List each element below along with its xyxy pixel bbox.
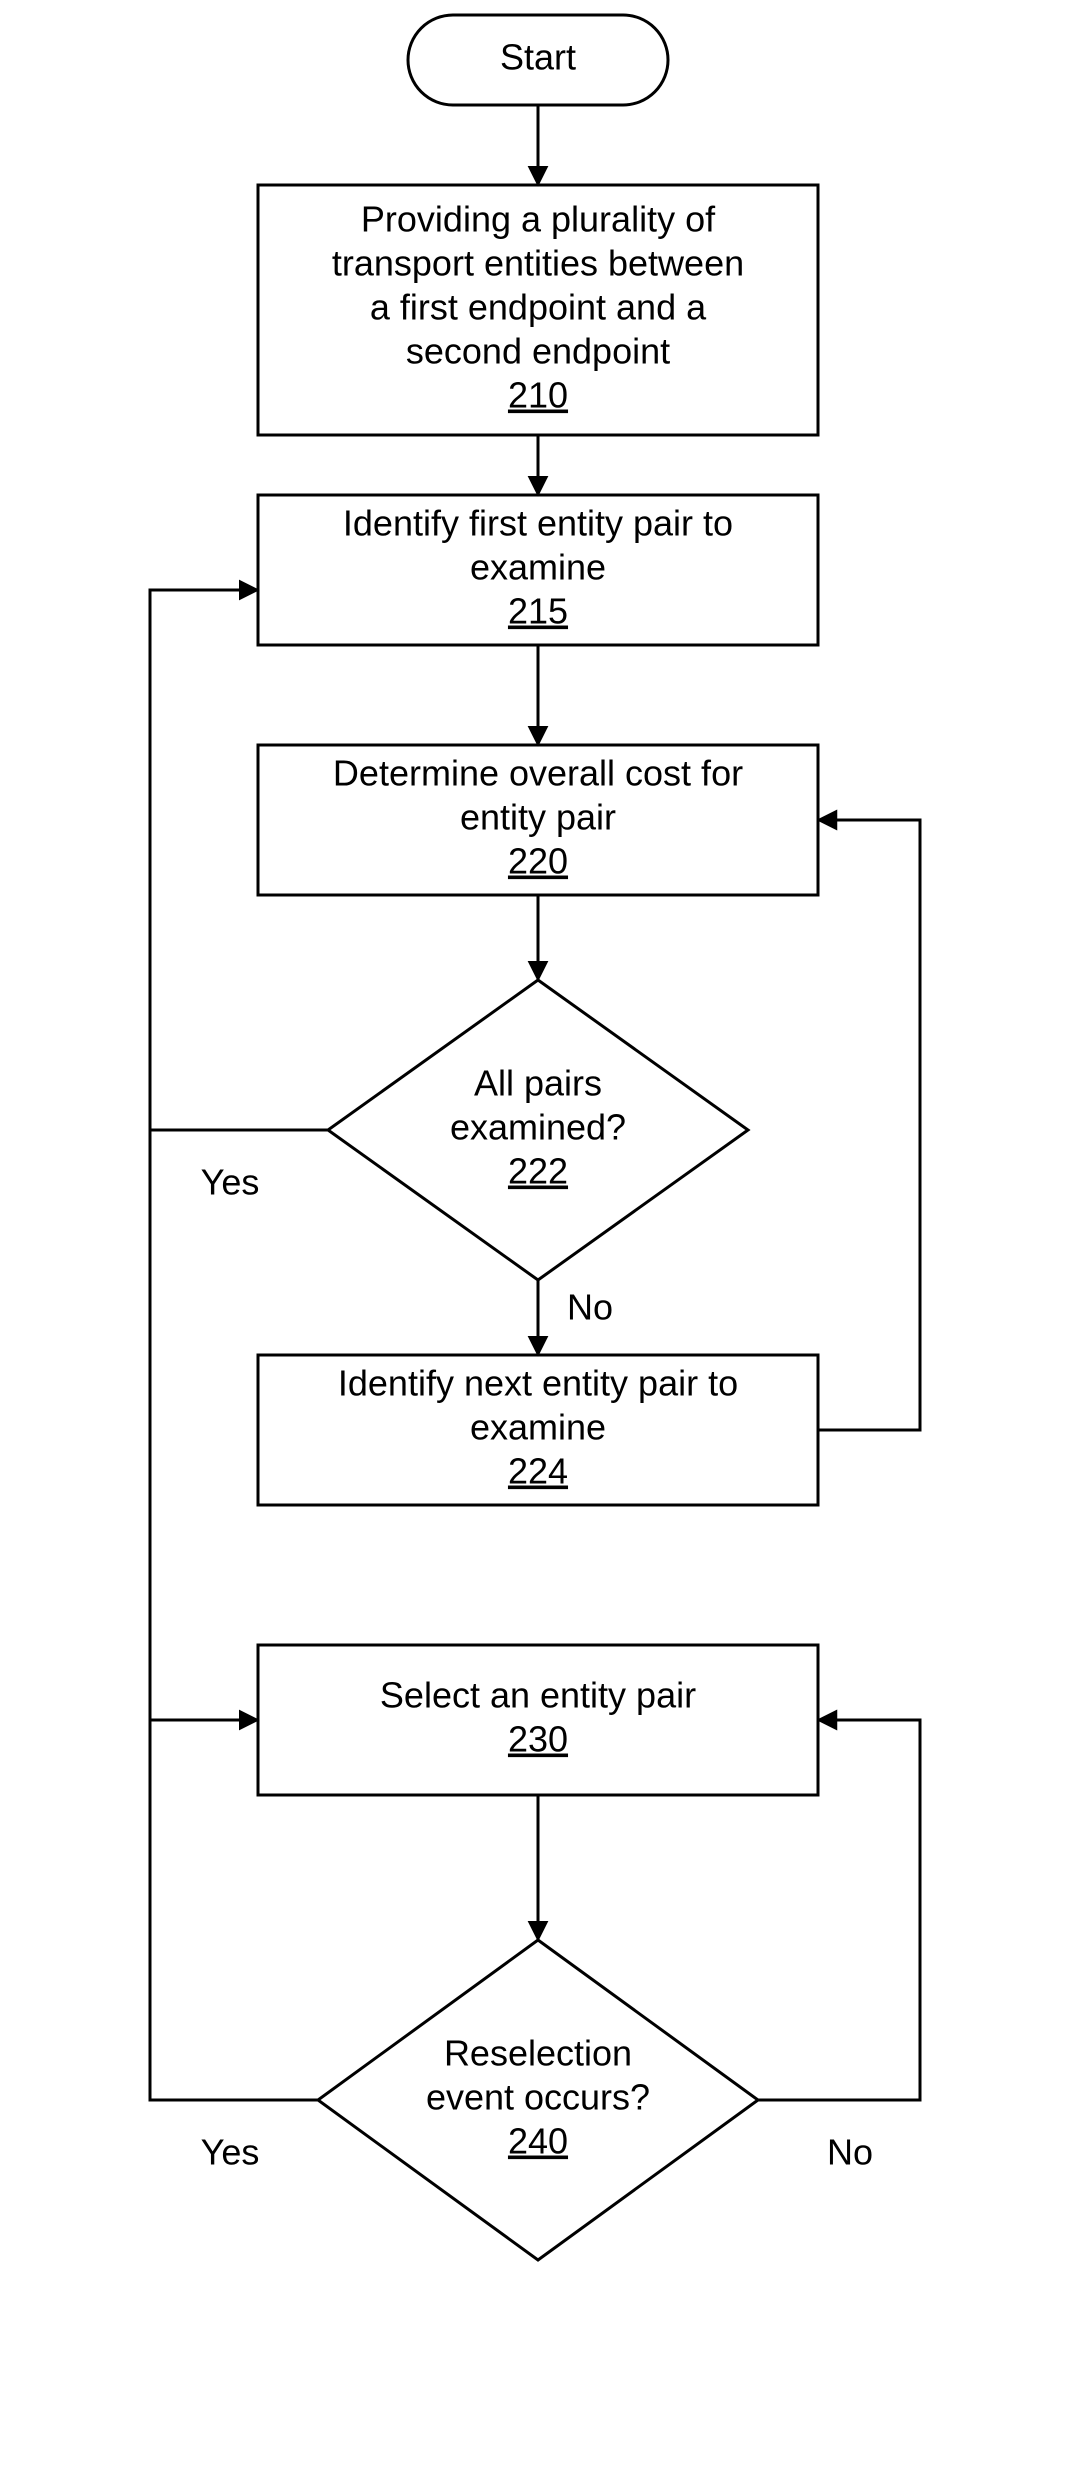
svg-text:transport entities between: transport entities between [332,243,744,284]
svg-text:examine: examine [470,547,606,588]
svg-text:examined?: examined? [450,1107,626,1148]
edge-label-n240yes: Yes [201,2132,260,2173]
node-n215: Identify first entity pair toexamine215 [258,495,818,645]
flowchart-canvas: Start Providing a plurality oftransport e… [0,0,1077,2488]
node-n230: Select an entity pair230 [258,1645,818,1795]
edge-n224loop [818,820,920,1430]
svg-text:215: 215 [508,591,568,632]
svg-text:Start: Start [500,37,576,78]
node-start: Start [408,15,668,105]
svg-text:230: 230 [508,1719,568,1760]
svg-text:Identify first entity pair to: Identify first entity pair to [343,503,733,544]
svg-text:240: 240 [508,2121,568,2162]
edge-label-n222yes: Yes [201,1162,260,1203]
edge-n222yes [150,1130,328,1720]
svg-text:224: 224 [508,1451,568,1492]
svg-text:220: 220 [508,841,568,882]
svg-text:a first endpoint and a: a first endpoint and a [370,287,707,328]
node-n222: All pairsexamined?222 [328,980,748,1280]
svg-text:Providing a plurality of: Providing a plurality of [361,199,716,240]
edge-label-n240no: No [827,2132,873,2173]
svg-text:event occurs?: event occurs? [426,2077,650,2118]
node-n210: Providing a plurality oftransport entiti… [258,185,818,435]
svg-text:All pairs: All pairs [474,1063,602,1104]
node-n240: Reselectionevent occurs?240 [318,1940,758,2260]
svg-text:Determine overall cost for: Determine overall cost for [333,753,743,794]
node-n224: Identify next entity pair toexamine224 [258,1355,818,1505]
edge-n240no [758,1720,920,2100]
edge-label-n222no: No [567,1287,613,1328]
edge-n240yes [150,590,318,2100]
svg-text:examine: examine [470,1407,606,1448]
svg-text:Identify next entity pair to: Identify next entity pair to [338,1363,738,1404]
svg-text:Select an entity pair: Select an entity pair [380,1675,696,1716]
svg-text:222: 222 [508,1151,568,1192]
svg-text:Reselection: Reselection [444,2033,632,2074]
node-n220: Determine overall cost forentity pair220 [258,745,818,895]
svg-text:entity pair: entity pair [460,797,616,838]
svg-text:second endpoint: second endpoint [406,331,670,372]
svg-text:210: 210 [508,375,568,416]
